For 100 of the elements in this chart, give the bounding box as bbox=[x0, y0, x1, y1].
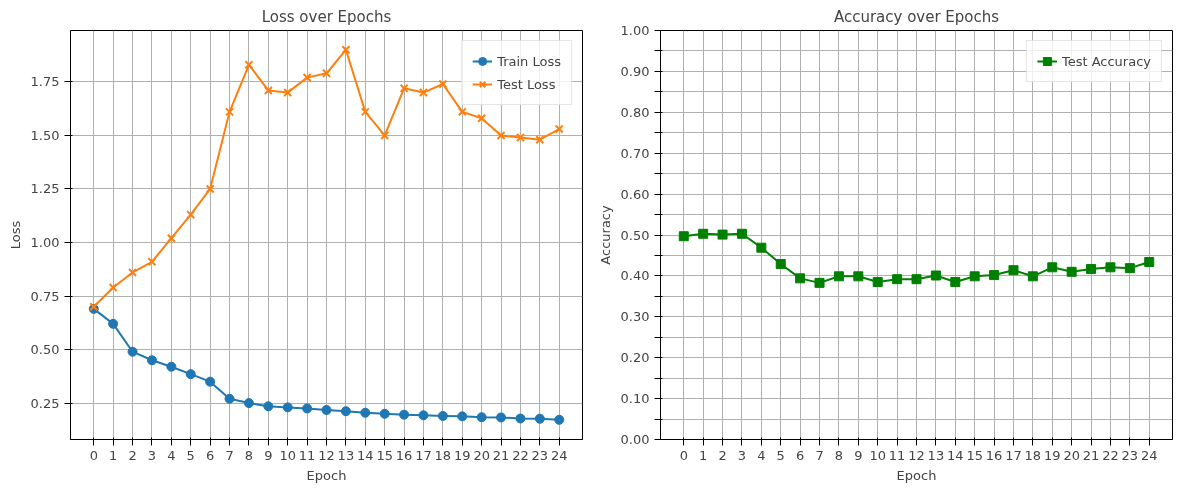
x-tick-label: 20 bbox=[473, 447, 490, 463]
point bbox=[872, 277, 883, 288]
point bbox=[399, 83, 409, 93]
x-tick-label: 24 bbox=[550, 447, 568, 463]
x-tick-label: 21 bbox=[1082, 447, 1100, 463]
point bbox=[756, 242, 767, 253]
x-tick-label: 7 bbox=[225, 447, 234, 463]
x-tick-label: 8 bbox=[244, 447, 254, 463]
point bbox=[205, 376, 216, 387]
x-tick-label: 4 bbox=[757, 447, 766, 463]
point bbox=[243, 398, 254, 409]
point bbox=[554, 414, 565, 425]
point bbox=[1027, 271, 1038, 282]
point bbox=[380, 130, 390, 140]
point bbox=[186, 210, 196, 220]
point bbox=[438, 79, 448, 89]
x-tick-label: 6 bbox=[206, 447, 215, 463]
point bbox=[224, 107, 235, 117]
point bbox=[418, 410, 429, 421]
x-tick-label: 14 bbox=[357, 447, 374, 463]
x-tick-label: 15 bbox=[966, 447, 983, 463]
legend-label: Train Loss bbox=[497, 53, 561, 69]
x-tick-label: 22 bbox=[1102, 447, 1119, 463]
point bbox=[224, 393, 235, 404]
x-tick-label: 15 bbox=[376, 447, 393, 463]
point bbox=[418, 88, 429, 98]
point bbox=[205, 184, 215, 194]
point bbox=[775, 259, 786, 270]
legend-label: Test Accuracy bbox=[1061, 53, 1151, 69]
x-tick-label: 0 bbox=[679, 447, 688, 463]
x-tick-label: 5 bbox=[776, 447, 785, 463]
point bbox=[698, 228, 709, 239]
x-tick-label: 3 bbox=[147, 447, 157, 463]
x-tick-label: 0 bbox=[89, 447, 98, 463]
point bbox=[736, 228, 747, 239]
point bbox=[399, 409, 410, 420]
point bbox=[128, 267, 138, 278]
point bbox=[969, 271, 980, 282]
x-tick-label: 24 bbox=[1140, 447, 1158, 463]
x-tick-label: 17 bbox=[1005, 447, 1022, 463]
x-tick-label: 12 bbox=[318, 447, 335, 463]
point bbox=[166, 233, 176, 243]
x-tick-label: 17 bbox=[415, 447, 432, 463]
point bbox=[535, 135, 545, 145]
point bbox=[341, 45, 351, 55]
x-tick-label: 14 bbox=[947, 447, 964, 463]
point bbox=[515, 413, 526, 424]
point bbox=[496, 412, 507, 423]
chart-title: Accuracy over Epochs bbox=[833, 7, 1000, 26]
y-tick-label: 1.75 bbox=[30, 74, 60, 90]
point bbox=[1008, 265, 1019, 276]
y-tick-label: 0.60 bbox=[620, 186, 650, 202]
x-tick-label: 19 bbox=[453, 447, 471, 463]
x-tick-label: 19 bbox=[1043, 447, 1061, 463]
point bbox=[853, 271, 864, 282]
point bbox=[321, 68, 332, 78]
point bbox=[515, 133, 525, 143]
point bbox=[496, 130, 506, 140]
point bbox=[263, 401, 274, 412]
y-tick-label: 0.25 bbox=[30, 395, 60, 411]
x-tick-label: 23 bbox=[1121, 447, 1139, 463]
point bbox=[437, 410, 448, 421]
point bbox=[1086, 263, 1097, 274]
y-tick-label: 0.40 bbox=[620, 268, 650, 284]
point bbox=[1047, 262, 1058, 273]
point bbox=[360, 407, 371, 418]
point bbox=[717, 229, 728, 240]
point bbox=[283, 88, 293, 98]
x-tick-label: 1 bbox=[109, 447, 118, 463]
x-tick-label: 5 bbox=[186, 447, 195, 463]
x-tick-label: 10 bbox=[869, 447, 886, 463]
y-tick-label: 0.10 bbox=[620, 391, 650, 407]
x-tick-label: 9 bbox=[854, 447, 863, 463]
x-tick-label: 11 bbox=[298, 447, 316, 463]
point bbox=[1105, 262, 1116, 273]
y-axis-title: Loss bbox=[7, 220, 23, 250]
y-tick-label: 0.50 bbox=[30, 342, 60, 358]
point bbox=[108, 318, 119, 329]
x-tick-label: 21 bbox=[492, 447, 510, 463]
legend-label: Test Loss bbox=[497, 76, 556, 92]
y-tick-label: 1.00 bbox=[620, 23, 650, 38]
point bbox=[833, 271, 844, 282]
x-tick-label: 7 bbox=[815, 447, 824, 463]
point bbox=[166, 361, 177, 372]
x-tick-label: 12 bbox=[908, 447, 925, 463]
point bbox=[340, 406, 351, 417]
point bbox=[108, 282, 118, 292]
x-tick-label: 2 bbox=[718, 447, 727, 463]
point bbox=[1144, 256, 1155, 267]
point bbox=[457, 107, 467, 117]
point bbox=[534, 413, 545, 424]
x-tick-label: 16 bbox=[395, 447, 413, 463]
y-tick-label: 0.80 bbox=[620, 104, 650, 120]
point bbox=[185, 369, 196, 380]
x-tick-label: 4 bbox=[167, 447, 176, 463]
point bbox=[127, 346, 138, 357]
x-tick-label: 20 bbox=[1063, 447, 1080, 463]
point bbox=[302, 403, 313, 414]
point bbox=[1124, 263, 1135, 274]
point bbox=[244, 60, 254, 70]
